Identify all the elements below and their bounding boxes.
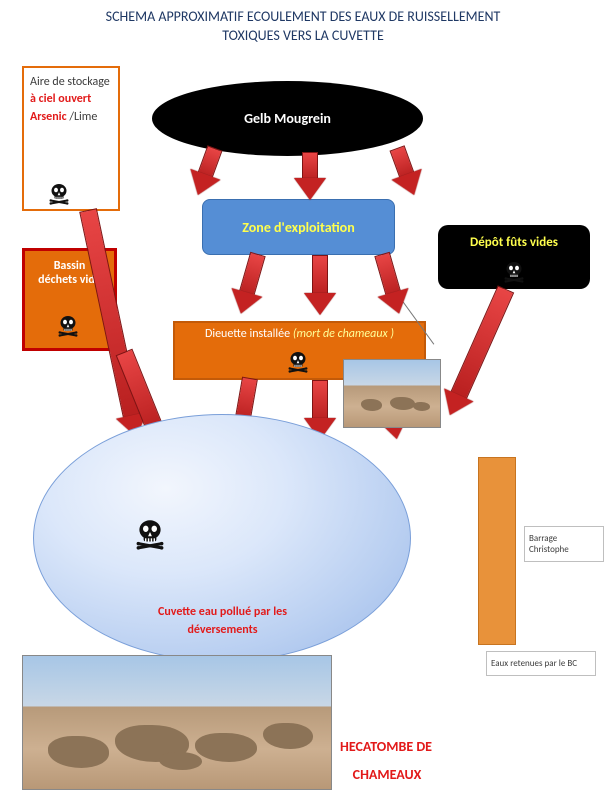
node-storage: Aire de stockage à ciel ouvert Arsenic /… xyxy=(22,66,120,211)
cuvette-l2: déversements xyxy=(187,623,257,637)
skull-icon xyxy=(286,349,310,373)
cuvette-l1: Cuvette eau pollué par les xyxy=(158,605,287,619)
skull-icon xyxy=(502,259,526,283)
bassin-l1: Bassin xyxy=(54,259,86,273)
skull-icon xyxy=(133,516,167,550)
zone-label: Zone d'exploitation xyxy=(242,219,354,236)
flow-arrow xyxy=(222,248,278,319)
gelb-label: Gelb Mougrein xyxy=(244,110,331,127)
flow-arrow xyxy=(290,152,330,200)
eaux-label: Eaux retenues par le BC xyxy=(486,651,596,676)
skull-icon xyxy=(47,181,71,205)
barrage-label: Barrage Christophe xyxy=(524,526,604,562)
photo-small xyxy=(343,359,441,428)
bassin-l2: déchets vide xyxy=(38,273,101,287)
page-title: SCHEMA APPROXIMATIF ECOULEMENT DES EAUX … xyxy=(0,8,606,46)
dieuette-note: (mort de chameaux ) xyxy=(293,327,394,341)
dieuette-label: Dieuette installée xyxy=(205,327,290,341)
storage-post: /Lime xyxy=(69,110,97,124)
node-gelb-mougrein: Gelb Mougrein xyxy=(152,81,423,156)
flow-arrow xyxy=(378,141,433,202)
eaux-label-text: Eaux retenues par le BC xyxy=(491,658,577,669)
hecatombe-l2: CHAMEAUX xyxy=(353,766,422,783)
flow-arrow xyxy=(300,255,340,315)
storage-pre: Aire de stockage xyxy=(30,75,110,89)
cuvette-text: Cuvette eau pollué par les déversements xyxy=(105,603,340,639)
hecatombe-l1: HECATOMBE DE xyxy=(340,738,432,755)
depot-label: Dépôt fûts vides xyxy=(470,235,558,250)
node-zone-exploitation: Zone d'exploitation xyxy=(202,199,395,255)
skull-icon xyxy=(56,313,80,337)
flow-arrow xyxy=(432,281,525,423)
barrage-label-text: Barrage Christophe xyxy=(529,533,569,555)
storage-red2: Arsenic xyxy=(30,110,67,124)
title-line2: TOXIQUES VERS LA CUVETTE xyxy=(222,27,384,44)
hecatombe-text: HECATOMBE DE CHAMEAUX xyxy=(340,733,580,789)
storage-red1: à ciel ouvert xyxy=(30,92,91,106)
photo-large xyxy=(22,655,332,790)
node-barrage xyxy=(478,457,516,645)
diagram-stage: SCHEMA APPROXIMATIF ECOULEMENT DES EAUX … xyxy=(0,0,606,800)
title-line1: SCHEMA APPROXIMATIF ECOULEMENT DES EAUX … xyxy=(106,8,501,25)
